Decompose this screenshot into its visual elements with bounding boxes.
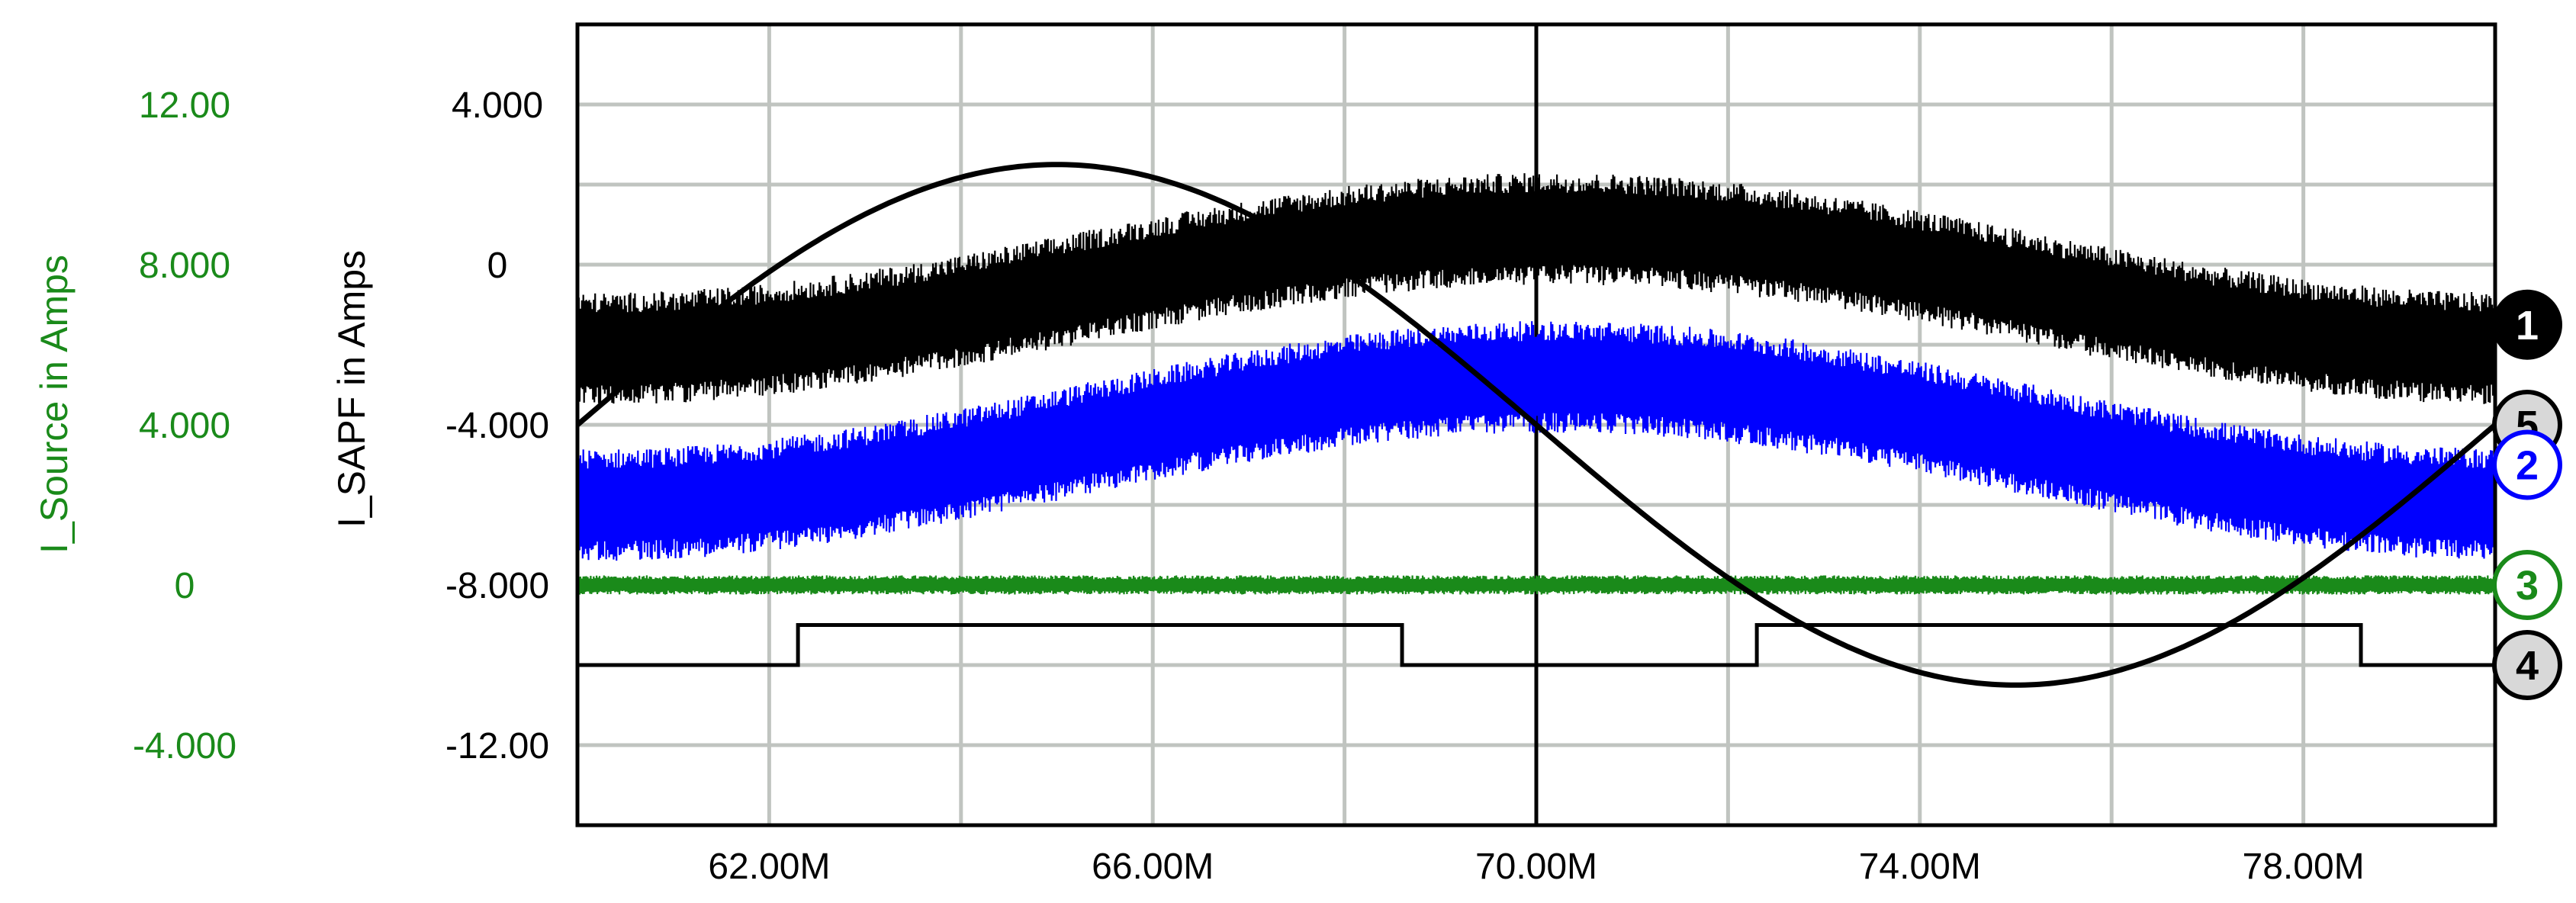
y-tick-label-isapf: 0 — [487, 246, 508, 286]
y-axis-isapf-ticks: 4.000 0 -4.000 -8.000 -12.00 — [445, 85, 549, 766]
x-tick-label: 74.00M — [1859, 847, 1981, 887]
y-axis-isource-ticks: 12.00 8.000 4.000 0 -4.000 — [133, 85, 236, 766]
y-tick-label-isapf: -8.000 — [445, 566, 549, 606]
series-3-line — [576, 575, 2497, 595]
x-tick-label: 62.00M — [708, 847, 830, 887]
series-2-line — [576, 321, 2497, 561]
series-2-badge: 2 — [2492, 429, 2562, 500]
badge-label: 2 — [2516, 443, 2539, 489]
y-tick-label-isapf: -12.00 — [445, 726, 549, 766]
y-axis-isapf-title: I_SAPF in Amps — [330, 250, 373, 528]
series-1-line — [576, 173, 2497, 404]
series-4-line — [577, 623, 2495, 667]
y-tick-label-isource: 4.000 — [139, 406, 230, 446]
x-tick-label: 70.00M — [1475, 847, 1597, 887]
badge-label: 4 — [2516, 643, 2539, 689]
y-tick-label-isource: -4.000 — [133, 726, 236, 766]
x-axis-ticks: 62.00M 66.00M 70.00M 74.00M 78.00M — [708, 847, 2364, 887]
y-axis-isource-title: I_Source in Amps — [33, 255, 76, 554]
badge-label: 3 — [2516, 563, 2539, 609]
y-tick-label-isource: 12.00 — [139, 85, 230, 126]
badge-circle — [2492, 289, 2562, 360]
series-layer — [575, 162, 2497, 688]
y-tick-label-isource: 0 — [175, 566, 195, 606]
y-tick-label-isapf: -4.000 — [445, 406, 549, 446]
badge-circle — [2492, 429, 2562, 500]
badge-circle — [2492, 630, 2562, 700]
y-tick-label-isapf: 4.000 — [452, 85, 543, 126]
series-5-line — [575, 162, 2497, 688]
series-1-badge: 1 — [2492, 289, 2562, 360]
badge-label: 1 — [2516, 303, 2539, 349]
badge-circle — [2492, 550, 2562, 620]
y-tick-label-isource: 8.000 — [139, 246, 230, 286]
series-4-badge: 4 — [2492, 630, 2562, 700]
x-tick-label: 78.00M — [2243, 847, 2365, 887]
x-tick-label: 66.00M — [1092, 847, 1214, 887]
series-3-badge: 3 — [2492, 550, 2562, 620]
